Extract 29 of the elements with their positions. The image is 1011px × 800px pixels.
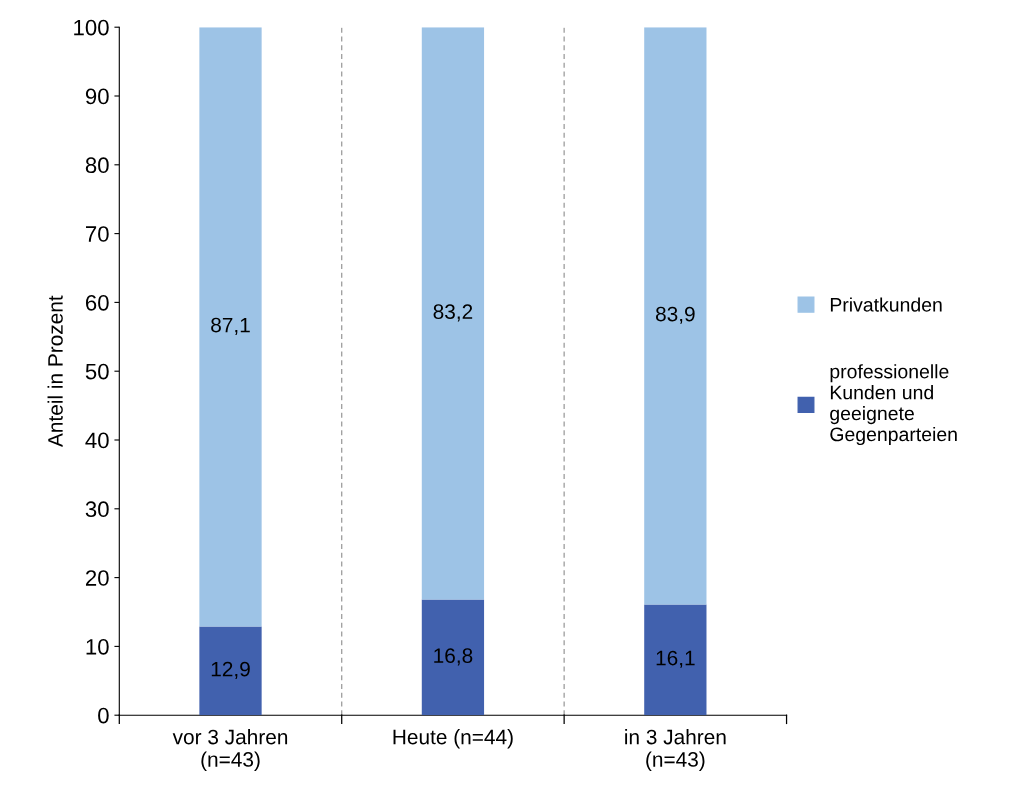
bar	[644, 604, 707, 716]
legend-label: Privatkunden	[830, 297, 942, 312]
y-tick-label: 70	[86, 226, 109, 242]
y-tick-label: 40	[85, 432, 109, 449]
data-label: 83,9	[655, 306, 695, 324]
bar	[421, 599, 485, 716]
bar	[199, 27, 262, 627]
y-tick-label: 0	[98, 707, 109, 724]
legend-label: professionelle Kunden und geeignete Gegenparteien	[830, 364, 957, 446]
data-label: 83,2	[433, 304, 473, 322]
bar	[644, 27, 707, 605]
data-label: 12,9	[211, 661, 250, 679]
y-axis-title: Anteil in Prozent	[47, 295, 63, 448]
data-label: 16,1	[656, 650, 695, 668]
y-tick-label: 80	[85, 157, 109, 174]
y-tick-label: 100	[74, 19, 109, 36]
y-tick-label: 90	[85, 88, 109, 105]
x-tick-label: vor 3 Jahren (n=43)	[172, 729, 288, 771]
data-label: 16,8	[434, 648, 473, 666]
bar	[421, 27, 485, 600]
y-tick-label: 60	[85, 294, 109, 311]
x-tick-label: Heute (n=44)	[393, 729, 513, 749]
y-tick-label: 30	[85, 501, 109, 518]
y-tick-label: 20	[85, 570, 109, 586]
y-tick-label: 10	[86, 638, 109, 655]
x-tick-label: in 3 Jahren (n=43)	[625, 729, 726, 771]
bar	[199, 626, 262, 716]
data-label: 87,1	[211, 317, 250, 335]
y-tick-label: 50	[85, 363, 109, 380]
